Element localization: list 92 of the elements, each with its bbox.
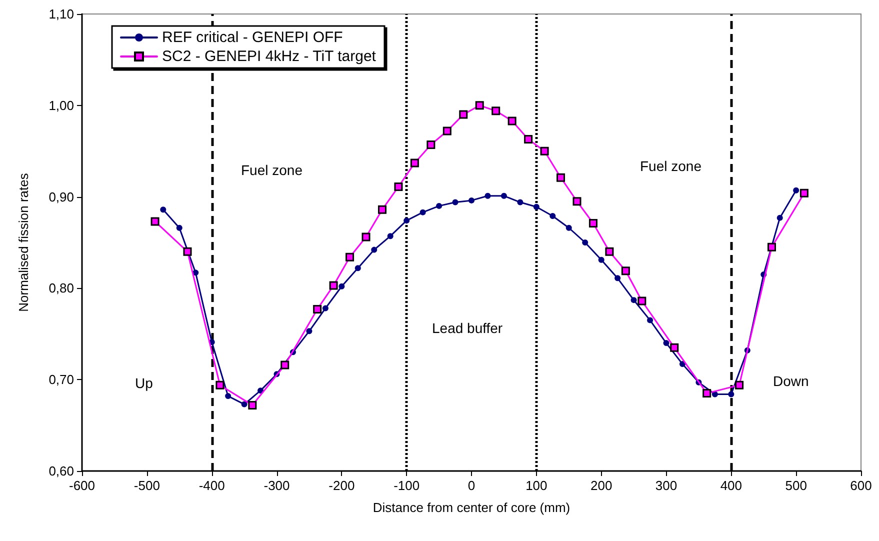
x-tick-label: -600 (68, 478, 96, 493)
point (436, 202, 442, 209)
point (258, 388, 264, 394)
x-tick-label: 300 (655, 478, 678, 493)
point (248, 400, 257, 410)
y-tick-label: 1,10 (48, 6, 74, 22)
point (452, 199, 458, 206)
legend-label: SC2 - GENEPI 4kHz - TiT target (162, 48, 377, 65)
point (598, 256, 604, 263)
point (378, 205, 386, 214)
point (679, 361, 686, 368)
point (280, 360, 290, 370)
point (404, 218, 410, 224)
x-tick-label: -400 (198, 478, 225, 493)
point (484, 192, 491, 199)
point (614, 275, 621, 282)
x-tick-label: -500 (134, 478, 160, 493)
point (670, 343, 679, 352)
point (459, 110, 468, 119)
point (630, 297, 637, 304)
legend-label: REF critical - GENEPI OFF (162, 29, 343, 46)
y-tick-label: 0,70 (48, 372, 74, 388)
point (550, 212, 556, 219)
point (621, 266, 630, 276)
y-tick-label: 0,80 (48, 280, 74, 296)
x-tick-label: 100 (526, 478, 548, 493)
point (702, 389, 712, 398)
point (150, 217, 160, 226)
point (313, 304, 322, 314)
point (800, 188, 808, 198)
x-tick-label: 400 (720, 478, 742, 493)
x-tick-label: 0 (468, 478, 476, 493)
point (500, 192, 507, 199)
point (638, 296, 646, 306)
point (371, 246, 378, 253)
point (728, 391, 734, 398)
x-tick-label: 200 (590, 478, 612, 493)
point (410, 158, 419, 168)
point (508, 116, 516, 126)
point (588, 219, 598, 228)
annotation: Lead buffer (432, 320, 503, 336)
y-tick-label: 0,60 (48, 464, 74, 478)
annotation: Down (773, 373, 809, 389)
point (524, 134, 533, 144)
annotation: Up (135, 375, 154, 391)
point (362, 232, 370, 242)
point (426, 140, 436, 149)
point (216, 380, 224, 390)
point (735, 380, 744, 390)
y-tick-label: 1,00 (48, 98, 74, 113)
point (346, 252, 354, 262)
annotation: Fuel zone (241, 162, 303, 178)
point (354, 265, 361, 272)
point (566, 224, 572, 231)
y-axis-title: Normalised fission rates (16, 172, 31, 312)
point (338, 283, 345, 290)
point (517, 199, 524, 206)
point (793, 187, 800, 194)
point (176, 224, 182, 231)
point (767, 242, 776, 252)
point (183, 247, 192, 256)
point (492, 106, 500, 116)
point (468, 197, 474, 204)
point (306, 328, 312, 334)
x-tick-label: -200 (328, 478, 355, 493)
point (241, 401, 248, 408)
point (572, 197, 582, 206)
x-tick-label: 500 (785, 478, 807, 493)
point (605, 247, 614, 256)
point (475, 101, 484, 110)
point (322, 305, 328, 312)
point (663, 340, 670, 346)
point (394, 182, 403, 191)
x-tick-label: -100 (394, 478, 420, 493)
point (556, 173, 566, 182)
point (192, 270, 199, 276)
point (533, 204, 540, 210)
point (442, 126, 452, 136)
point (387, 233, 394, 240)
point (540, 146, 549, 156)
y-tick-label: 0,90 (48, 189, 74, 204)
point (776, 214, 783, 221)
point (329, 281, 338, 290)
point (420, 209, 426, 216)
point (225, 393, 232, 400)
point (647, 317, 654, 324)
x-tick-label: 600 (850, 478, 872, 493)
x-tick-label: -300 (264, 478, 290, 493)
point (582, 240, 588, 246)
point (160, 206, 166, 213)
annotation: Fuel zone (640, 158, 702, 174)
x-axis-title: Distance from center of core (mm) (372, 500, 570, 515)
